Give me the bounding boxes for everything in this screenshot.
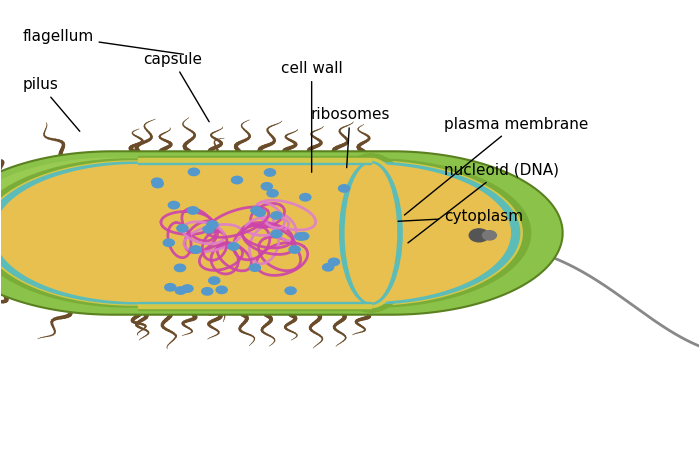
Circle shape (188, 207, 199, 214)
Circle shape (188, 168, 199, 176)
Circle shape (168, 201, 179, 209)
Circle shape (175, 287, 186, 294)
Circle shape (151, 178, 162, 185)
Circle shape (271, 230, 282, 238)
Text: cytoplasm: cytoplasm (398, 209, 524, 224)
Circle shape (152, 180, 163, 188)
Circle shape (261, 183, 272, 190)
Circle shape (328, 258, 339, 266)
Polygon shape (0, 160, 523, 306)
Circle shape (482, 231, 496, 240)
Circle shape (289, 246, 300, 253)
Ellipse shape (323, 154, 419, 312)
Circle shape (163, 239, 174, 247)
Ellipse shape (332, 158, 409, 308)
Polygon shape (138, 302, 371, 303)
Circle shape (285, 287, 296, 295)
Polygon shape (138, 156, 371, 160)
Circle shape (469, 229, 489, 242)
Circle shape (209, 277, 220, 284)
Circle shape (300, 193, 311, 201)
Circle shape (265, 169, 276, 176)
Polygon shape (0, 151, 563, 315)
Text: capsule: capsule (143, 52, 209, 122)
Circle shape (174, 264, 186, 272)
Circle shape (295, 233, 306, 240)
Text: ribosomes: ribosomes (310, 107, 390, 168)
Text: nucleoid (DNA): nucleoid (DNA) (408, 163, 559, 243)
Circle shape (271, 212, 282, 219)
Polygon shape (0, 162, 520, 304)
Circle shape (298, 233, 309, 240)
Circle shape (203, 226, 214, 233)
Circle shape (190, 246, 202, 253)
Circle shape (216, 286, 228, 294)
Circle shape (206, 221, 218, 228)
Ellipse shape (345, 164, 396, 302)
Polygon shape (138, 306, 371, 310)
Circle shape (339, 185, 350, 192)
Text: flagellum: flagellum (22, 28, 183, 54)
Circle shape (164, 284, 176, 291)
Text: cell wall: cell wall (281, 61, 342, 172)
Polygon shape (138, 163, 371, 164)
Polygon shape (138, 303, 371, 308)
Polygon shape (0, 158, 531, 308)
Circle shape (249, 264, 260, 271)
Ellipse shape (340, 162, 402, 304)
Circle shape (267, 190, 278, 197)
Circle shape (323, 264, 334, 271)
Circle shape (202, 288, 213, 295)
Polygon shape (0, 164, 511, 302)
Circle shape (182, 285, 193, 292)
Circle shape (177, 225, 188, 232)
Polygon shape (0, 158, 514, 290)
Polygon shape (138, 158, 371, 163)
Text: plasma membrane: plasma membrane (405, 116, 589, 215)
Text: pilus: pilus (22, 77, 80, 131)
Circle shape (232, 176, 243, 184)
Circle shape (254, 209, 265, 216)
Circle shape (228, 243, 239, 250)
Circle shape (251, 207, 262, 214)
